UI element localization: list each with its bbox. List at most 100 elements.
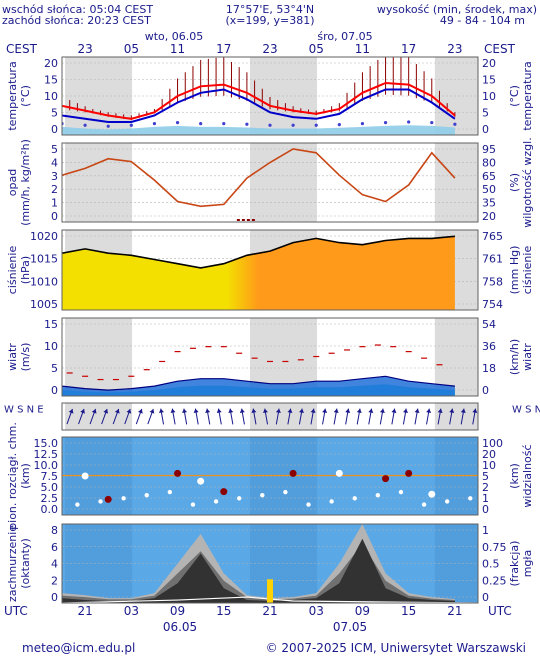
left-tick-label: 1 — [51, 197, 58, 210]
bottom-hour-label: 21 — [447, 604, 462, 618]
left-tick-label: 0 — [51, 384, 58, 397]
cloud-extent-point — [197, 477, 205, 485]
right-tick-label: 2 — [482, 481, 489, 494]
left-tick-label: 6 — [51, 541, 58, 554]
wind-arrow — [322, 408, 328, 425]
wind-arrow — [449, 408, 455, 425]
wind-arrow — [216, 408, 222, 425]
left-tick-label: 7.5 — [41, 470, 59, 483]
cloud-extent-point — [81, 472, 89, 480]
left-tick-label: 1015 — [30, 253, 58, 266]
bottom-hour-label: 09 — [355, 604, 370, 618]
visibility-point — [444, 499, 450, 504]
left-tick-label: 2.5 — [41, 492, 59, 505]
right-tick-label: 1 — [482, 492, 489, 505]
bottom-tz-right: UTC — [488, 604, 512, 618]
wind-speed-line — [62, 375, 455, 391]
ground-point — [175, 121, 180, 125]
pressure-area — [62, 236, 455, 310]
bottom-hour-label: 15 — [401, 604, 416, 618]
night-band — [65, 143, 133, 222]
panel-wind: 15 10 5 0 54 36 18 0 wiatr(m/s) (km/h)wiatr — [6, 317, 534, 397]
visibility-point — [329, 499, 334, 504]
wind-arrow — [472, 408, 478, 425]
right-tick-label: 5 — [482, 107, 489, 120]
top-hour-label: 17 — [216, 42, 231, 56]
right-tick-label: 50 — [482, 183, 496, 196]
ground-point — [129, 123, 133, 127]
visibility-point — [190, 502, 196, 507]
night-band — [65, 403, 133, 430]
night-band — [65, 318, 133, 396]
visibility-point — [352, 496, 357, 501]
ground-point — [245, 122, 249, 126]
right-tick-label: 0.5 — [482, 558, 500, 571]
right-tick-label: 754 — [482, 298, 503, 311]
ground-point — [199, 122, 203, 126]
bottom-hour-label: 21 — [77, 604, 92, 618]
wind-arrow — [101, 408, 109, 425]
wind-arrow — [205, 408, 211, 425]
panel-frame — [61, 229, 479, 311]
panel-frame — [61, 523, 479, 604]
top-hour-label: 11 — [355, 42, 370, 56]
left-tick-label: 5.0 — [41, 481, 59, 494]
wind-arrow — [251, 408, 257, 425]
cloud-white-line — [62, 596, 478, 603]
bottom-hour-label: 03 — [309, 604, 324, 618]
panel-plot-area — [62, 437, 478, 515]
left-tick-label: 4 — [51, 156, 58, 169]
wind-arrow — [275, 408, 281, 425]
ground-point — [222, 122, 226, 126]
right-tick-label: 0 — [482, 503, 489, 516]
right-tick-label: 65 — [482, 170, 496, 183]
ground-temperature-area — [62, 125, 455, 135]
wind-arrow — [193, 408, 199, 425]
wind-arrow — [402, 408, 408, 425]
visibility-point — [121, 496, 126, 501]
right-tick-label: 0 — [482, 591, 489, 604]
left-axis-label: ciśnienie(hPa) — [6, 246, 32, 295]
right-tick-label: 20 — [482, 448, 496, 461]
wind-arrow — [368, 408, 374, 425]
low-cloud-area — [62, 538, 455, 603]
temperature-line — [62, 81, 456, 120]
panel-winddir: W S N EW S N E — [4, 402, 540, 431]
top-hour-labels: 23 05 11 17 23 05 11 17 23 — [77, 42, 462, 56]
panel-cloud: 8 6 4 2 0 1 0.75 0.5 0.25 0 zachmurzenie(oktanty) (… — [6, 523, 534, 604]
ground-point — [83, 123, 87, 127]
pressure-line — [62, 235, 455, 269]
left-tick-label: 8 — [51, 524, 58, 537]
panel-plot-area — [62, 318, 478, 396]
cloud-extent-point — [220, 488, 228, 496]
right-tick-label: 54 — [482, 318, 496, 331]
night-band — [434, 143, 478, 222]
right-tick-label: 100 — [482, 437, 503, 450]
cloud-extent-point — [174, 469, 182, 477]
panel-plot-area — [62, 143, 478, 222]
footer-email[interactable]: meteo@icm.edu.pl — [22, 641, 135, 655]
visibility-point — [98, 499, 103, 504]
panel-visibility: 15.012.510.07.55.02.50.010020105210pion.… — [6, 422, 534, 530]
right-tick-label: 15 — [482, 74, 496, 87]
right-tick-label: 80 — [482, 156, 496, 169]
wind-arrow — [135, 408, 143, 425]
ground-point — [152, 122, 157, 126]
ground-point — [291, 123, 295, 127]
wind-arrow — [239, 408, 245, 425]
wind-arrow — [379, 408, 385, 425]
wind-arrow — [437, 408, 443, 425]
cloud-extent-point — [382, 475, 390, 483]
bottom-hour-label: 15 — [216, 604, 231, 618]
right-tick-label: 0.25 — [482, 574, 507, 587]
left-tick-label: 12.5 — [34, 448, 59, 461]
left-tick-label: 10 — [44, 90, 58, 103]
wind-arrow — [262, 408, 269, 425]
date2-label: 07.05 — [333, 620, 367, 634]
left-axis-label: pion. rozciągł. chm.(km) — [6, 422, 32, 530]
panel-frame — [61, 142, 479, 223]
wind-arrow — [287, 408, 293, 425]
right-tick-label: 0 — [482, 384, 489, 397]
